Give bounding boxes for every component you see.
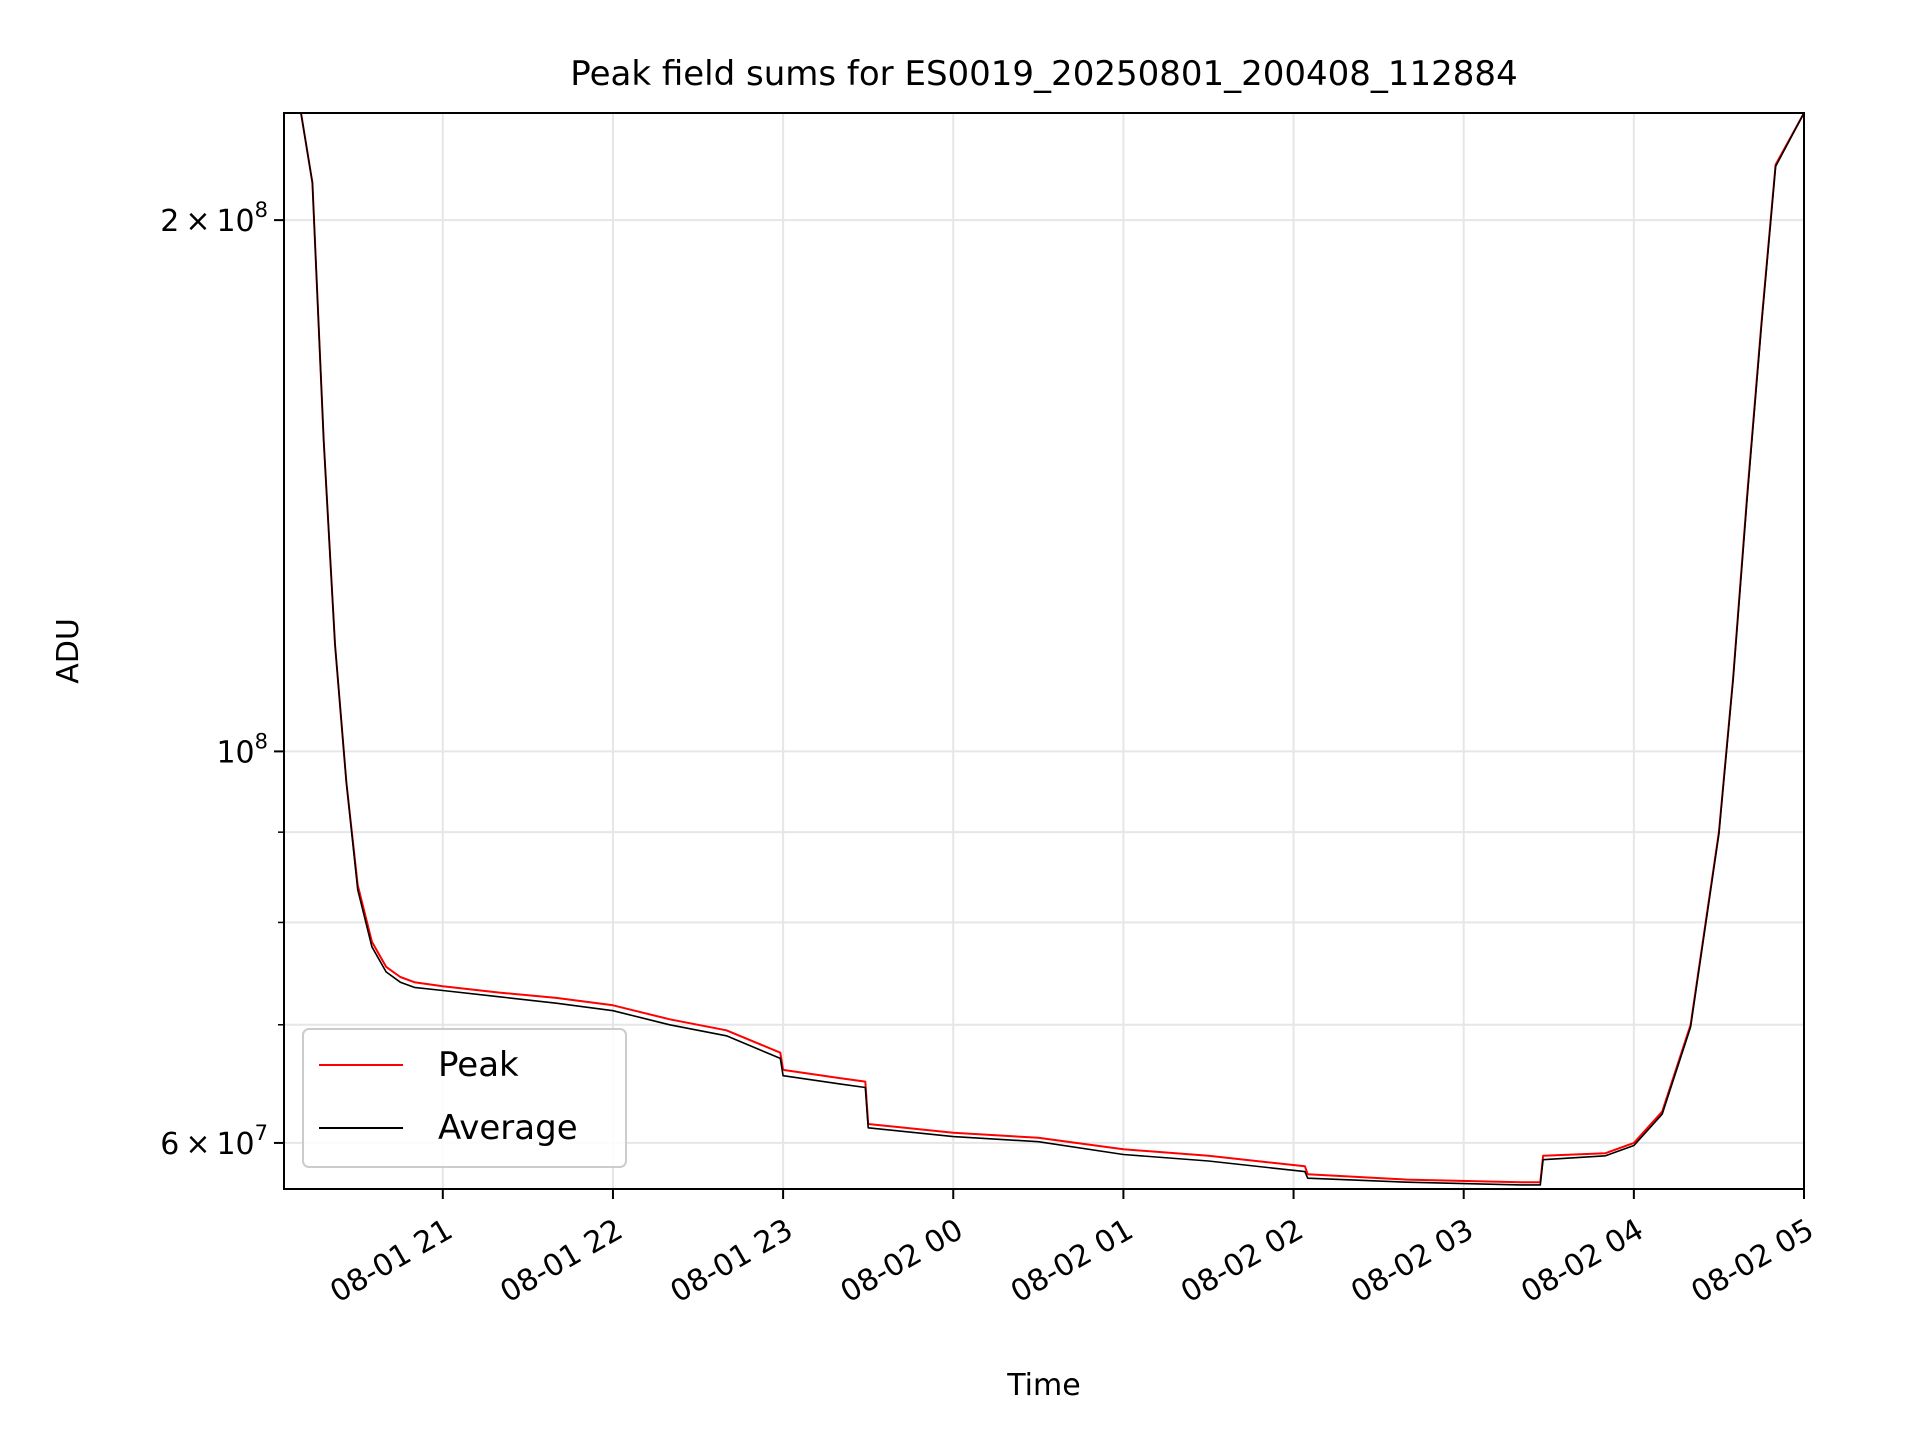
y-tick-label: 6 × 107 (160, 1121, 268, 1162)
legend-box (302, 1028, 627, 1168)
legend-label-average: Average (438, 1108, 578, 1148)
y-axis-label: ADU (51, 618, 86, 684)
plot-frame (283, 112, 1805, 1190)
series-line-average (284, 112, 1805, 1186)
chart-title: Peak field sums for ES0019_20250801_2004… (570, 54, 1517, 94)
series-lines (284, 112, 1805, 1186)
legend-label-peak: Peak (438, 1045, 519, 1085)
x-axis-label: Time (1006, 1368, 1080, 1403)
legend: Peak Average (302, 1028, 627, 1168)
y-tick-label: 2 × 108 (160, 198, 268, 239)
